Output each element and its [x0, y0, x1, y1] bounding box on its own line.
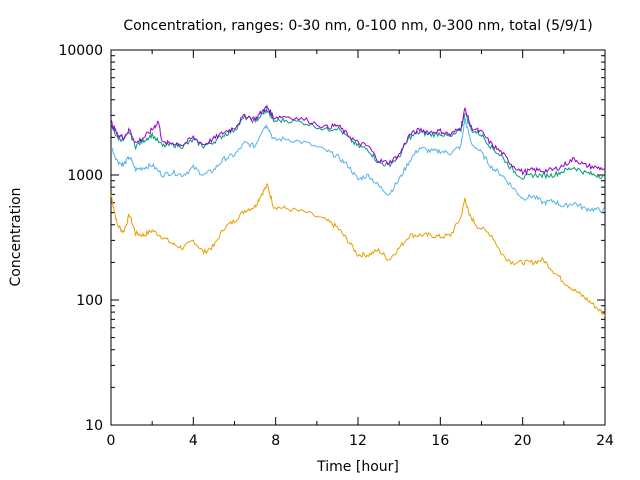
x-tick-label: 24: [596, 433, 614, 449]
chart-title: Concentration, ranges: 0-30 nm, 0-100 nm…: [123, 18, 592, 34]
x-tick-label: 20: [514, 433, 532, 449]
x-tick-label: 12: [349, 433, 367, 449]
axis-ticks: 0 4 8 12 16 20 24 10 100 1000 10000: [58, 43, 614, 449]
series-line-2: [111, 117, 606, 213]
y-axis-label: Concentration: [8, 187, 24, 286]
x-tick-label: 4: [189, 433, 198, 449]
y-tick-label: 100: [76, 293, 103, 309]
x-axis-label: Time [hour]: [316, 459, 399, 475]
y-tick-label: 10: [85, 418, 103, 434]
y-tick-label: 1000: [67, 168, 103, 184]
x-tick-label: 0: [107, 433, 116, 449]
plot-frame: [110, 49, 606, 426]
y-tick-label: 10000: [58, 43, 103, 59]
x-tick-label: 16: [431, 433, 449, 449]
series-line-4: [110, 104, 606, 176]
series-line-1: [110, 183, 606, 316]
x-tick-label: 8: [271, 433, 280, 449]
data-series: [110, 104, 606, 316]
